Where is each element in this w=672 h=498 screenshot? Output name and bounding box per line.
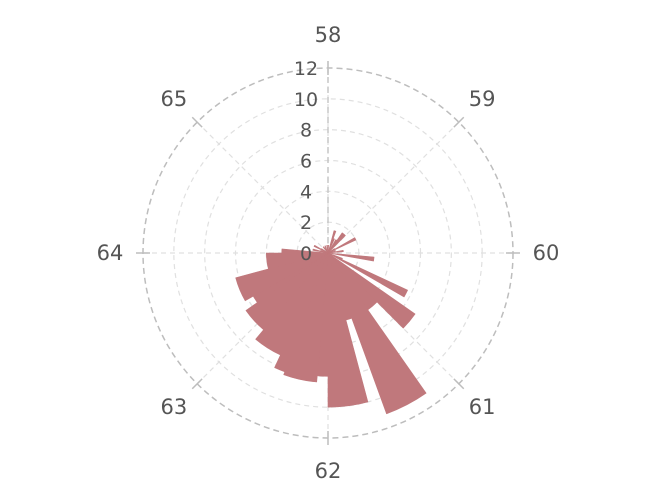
radial-tick-labels: 0 2 4 6 8 10 12 bbox=[294, 58, 318, 265]
angle-tick bbox=[453, 116, 465, 128]
bar-sector bbox=[235, 252, 329, 302]
bar-sector bbox=[266, 252, 329, 270]
radial-tick-label: 4 bbox=[300, 181, 312, 203]
bar-sector bbox=[327, 237, 357, 254]
bar-sector bbox=[327, 250, 344, 254]
bar-sector bbox=[327, 252, 416, 329]
bar-sector bbox=[327, 244, 329, 254]
radial-tick-label: 10 bbox=[294, 89, 318, 111]
polar-bars bbox=[235, 230, 427, 415]
angle-label: 63 bbox=[160, 395, 187, 419]
grid-spoke bbox=[196, 121, 329, 254]
bar-sector bbox=[281, 248, 329, 254]
angle-tick bbox=[453, 378, 465, 390]
angle-label: 58 bbox=[315, 23, 342, 47]
grid-spoke bbox=[327, 121, 460, 254]
angle-label: 61 bbox=[469, 395, 496, 419]
radial-tick-label: 12 bbox=[294, 58, 318, 80]
angle-tick bbox=[191, 116, 203, 128]
angle-label: 65 bbox=[160, 87, 187, 111]
angle-label: 62 bbox=[315, 459, 342, 483]
bar-sector bbox=[326, 245, 329, 254]
bar-sector bbox=[245, 252, 329, 331]
angle-label: 64 bbox=[97, 241, 124, 265]
bar-sector bbox=[327, 252, 375, 262]
bar-sector bbox=[324, 245, 329, 254]
radial-tick-label: 0 bbox=[300, 243, 312, 265]
bar-sector bbox=[327, 252, 408, 298]
bar-sector bbox=[327, 252, 369, 408]
bar-sector bbox=[327, 250, 336, 254]
angle-tick bbox=[191, 378, 203, 390]
radial-tick-label: 8 bbox=[300, 120, 312, 142]
bar-sector bbox=[274, 252, 329, 373]
bar-sector bbox=[327, 252, 427, 415]
angle-label: 59 bbox=[469, 87, 496, 111]
radial-tick-label: 6 bbox=[300, 151, 312, 173]
angle-label: 60 bbox=[533, 241, 560, 265]
bar-sector bbox=[321, 248, 329, 254]
bar-sector bbox=[327, 238, 335, 254]
bar-sector bbox=[327, 232, 346, 254]
bar-sector bbox=[255, 252, 329, 356]
radial-tick-label: 2 bbox=[300, 212, 312, 234]
bar-sector bbox=[283, 252, 329, 383]
